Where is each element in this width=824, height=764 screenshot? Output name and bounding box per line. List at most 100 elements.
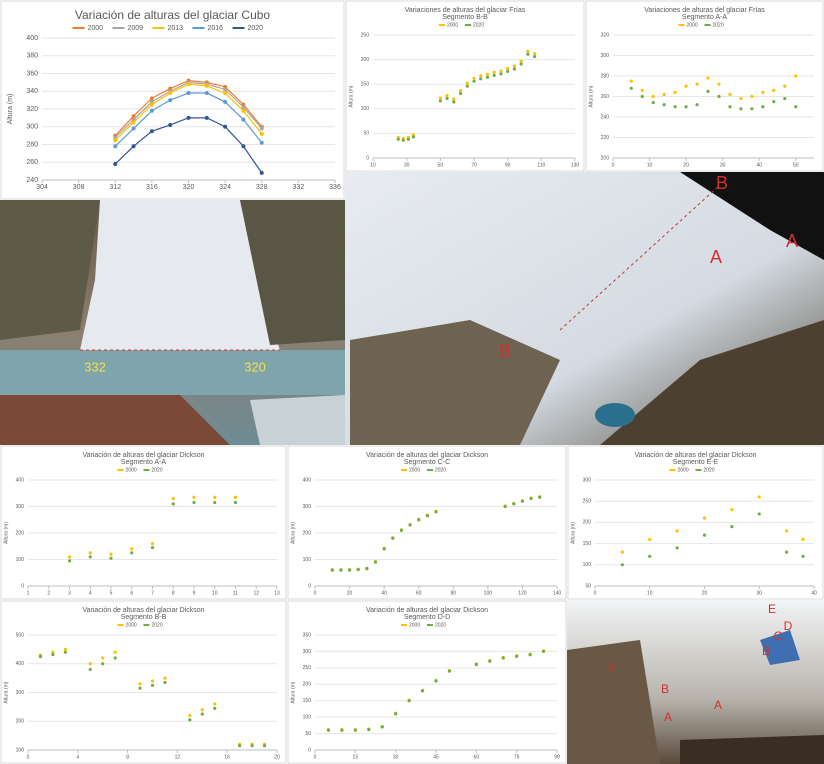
data-point — [620, 550, 624, 554]
x-tick-label: 20 — [274, 754, 280, 760]
data-point — [233, 495, 238, 499]
data-point — [739, 96, 743, 101]
data-point — [149, 108, 154, 113]
x-tick-label: 13 — [274, 590, 280, 596]
data-point — [761, 90, 765, 94]
x-tick-label: 75 — [514, 754, 520, 760]
data-point — [757, 512, 761, 516]
data-point — [391, 536, 395, 540]
y-tick-label: 300 — [303, 649, 312, 655]
data-point — [113, 138, 118, 143]
data-point — [794, 74, 798, 78]
data-point — [750, 94, 754, 99]
data-point — [739, 107, 743, 111]
data-point — [168, 91, 173, 96]
photo-label: F — [608, 662, 615, 676]
data-point — [675, 529, 679, 533]
data-point — [695, 103, 699, 107]
data-point — [88, 555, 92, 559]
data-point — [186, 91, 191, 96]
y-tick-label: 380 — [26, 53, 38, 60]
data-point — [186, 115, 191, 120]
y-tick-label: 250 — [361, 32, 370, 38]
x-tick-label: 0 — [612, 162, 615, 168]
data-point — [150, 542, 155, 546]
data-point — [425, 514, 429, 518]
data-point — [88, 667, 92, 672]
x-tick-label: 0 — [594, 590, 597, 596]
data-point — [130, 547, 134, 551]
data-point — [171, 502, 175, 506]
data-point — [438, 99, 442, 103]
data-point — [503, 504, 507, 509]
legend-label: 2000 — [409, 622, 420, 628]
y-tick-label: 200 — [16, 530, 25, 536]
data-point — [533, 55, 537, 59]
data-point — [533, 52, 537, 56]
data-point — [434, 679, 438, 683]
x-tick-label: 30 — [393, 754, 399, 760]
data-point — [259, 170, 264, 175]
data-point — [673, 105, 677, 109]
data-point — [783, 84, 787, 88]
data-point — [213, 702, 217, 706]
data-point — [204, 91, 209, 96]
legend-label: 2000 — [447, 22, 458, 28]
data-point — [499, 72, 503, 76]
data-point — [250, 744, 254, 748]
legend-label: 2013 — [168, 25, 184, 32]
y-tick-label: 260 — [601, 94, 610, 100]
x-tick-label: 10 — [370, 162, 376, 168]
legend-label: 2000 — [126, 467, 137, 473]
y-tick-label: 240 — [601, 114, 610, 120]
data-point — [640, 88, 644, 92]
data-point — [434, 510, 438, 514]
x-tick-label: 40 — [381, 590, 387, 596]
y-tick-label: 400 — [16, 661, 25, 667]
chart-title: Variación de alturas del glaciar Cubo — [75, 8, 271, 22]
y-tick-label: 400 — [26, 35, 38, 42]
chart-panel: Variación de alturas del glaciar Dickson… — [0, 600, 287, 764]
x-tick-label: 40 — [756, 162, 762, 168]
data-point — [163, 676, 167, 680]
y-axis-label: Altura (m) — [7, 94, 14, 125]
x-tick-label: 328 — [256, 184, 268, 191]
y-tick-label: 200 — [583, 520, 592, 526]
data-point — [213, 706, 217, 710]
x-tick-label: 40 — [811, 590, 817, 596]
data-point — [651, 101, 655, 105]
chart-subtitle: Segmento B-B — [121, 614, 167, 621]
photo-label: A — [664, 710, 672, 724]
x-tick-label: 10 — [647, 162, 653, 168]
data-point — [662, 103, 666, 107]
data-point — [200, 708, 204, 712]
x-tick-label: 60 — [474, 754, 480, 760]
data-point — [213, 495, 217, 499]
legend-label: 2000 — [126, 622, 137, 628]
data-point — [538, 495, 542, 499]
panel-background — [345, 0, 585, 172]
y-tick-label: 300 — [601, 53, 610, 59]
chart-panel: Variación de alturas del glaciar Dickson… — [287, 445, 567, 600]
data-point — [717, 94, 721, 99]
data-point — [452, 97, 456, 101]
data-point — [717, 82, 721, 86]
legend-label: 2000 — [409, 467, 420, 473]
x-tick-label: 8 — [126, 754, 129, 760]
legend-label: 2020 — [152, 622, 163, 628]
data-point — [472, 76, 476, 80]
data-point — [479, 74, 483, 78]
data-point — [761, 105, 765, 109]
y-tick-label: 340 — [26, 88, 38, 95]
data-point — [728, 92, 732, 97]
x-tick-label: 3 — [68, 590, 71, 596]
data-point — [447, 669, 452, 673]
data-point — [188, 718, 192, 722]
x-tick-label: 10 — [212, 590, 218, 596]
y-tick-label: 200 — [601, 155, 610, 161]
data-point — [684, 84, 688, 88]
data-point — [519, 62, 523, 66]
y-axis-label: Altura (m) — [290, 681, 296, 703]
data-point — [138, 686, 142, 690]
chart-title: Variaciones de alturas del glaciar Frías — [644, 7, 765, 14]
